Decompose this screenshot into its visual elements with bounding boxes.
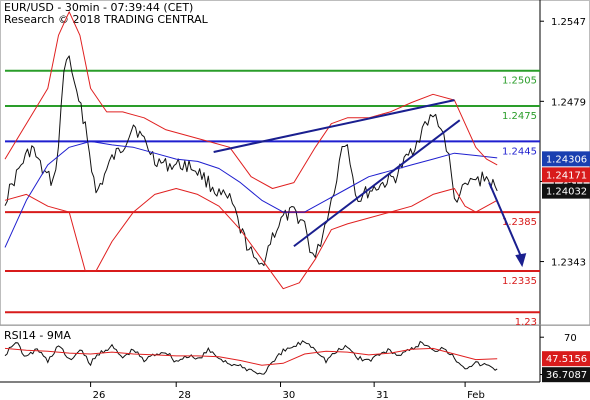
forecast-arrow-head (515, 253, 527, 268)
price-badge-label: 1.24306 (546, 154, 587, 165)
x-tick-label: 30 (283, 390, 296, 400)
series-price (4, 55, 498, 267)
price-badge-label: 1.24032 (546, 187, 587, 198)
y-tick-label: 1.2547 (551, 17, 586, 28)
level-label: 1.2475 (502, 111, 537, 122)
series-bollinger-upper (4, 11, 498, 189)
rsi-badge-label: 36.7087 (546, 370, 587, 381)
level-label: 1.2385 (502, 217, 537, 228)
price-badge (542, 183, 590, 199)
forecast-arrow-shaft (488, 182, 523, 258)
rsi-badge (542, 351, 590, 367)
rsi-title: RSI14 - 9MA (4, 329, 71, 342)
level-label: 1.2335 (502, 276, 537, 287)
rsi-badge-label: 47.5156 (546, 354, 587, 365)
level-label: 1.23 (515, 317, 537, 328)
rsi-badge (542, 367, 590, 383)
rsi-y-tick-label: 70 (564, 333, 577, 344)
x-tick-label: 31 (376, 390, 389, 400)
y-tick-label: 1.2479 (551, 97, 586, 108)
price-badge-label: 1.24171 (546, 170, 587, 181)
y-tick-label: 1.2411 (551, 177, 586, 188)
price-badge (542, 167, 590, 183)
x-tick-label: 28 (178, 390, 191, 400)
series-bollinger-lower (4, 188, 498, 290)
price-badge (542, 151, 590, 167)
series-rsi-ma (4, 347, 498, 366)
level-label: 1.2505 (502, 76, 537, 87)
series-rsi (4, 340, 498, 375)
y-tick-label: 1.2343 (551, 258, 586, 269)
level-label: 1.2445 (502, 146, 537, 157)
chart-subtitle: Research © 2018 TRADING CENTRAL (4, 13, 208, 26)
x-tick-label: 26 (93, 390, 106, 400)
trendline (213, 99, 455, 153)
trendline (293, 119, 461, 248)
series-ma (4, 140, 498, 248)
chart-title: EUR/USD - 30min - 07:39:44 (CET) (4, 1, 194, 14)
x-tick-label: Feb (467, 390, 485, 400)
